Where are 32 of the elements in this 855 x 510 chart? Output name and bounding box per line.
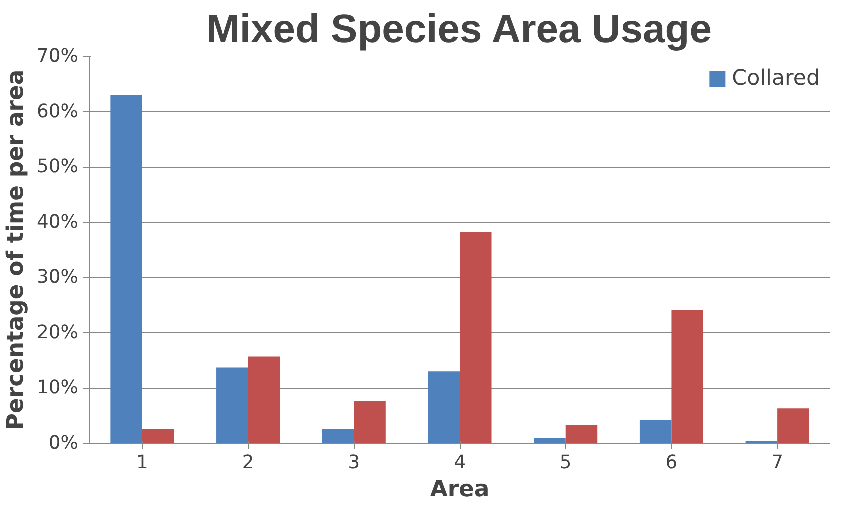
bar [566,425,598,444]
bar [460,232,492,444]
bar [248,356,280,444]
x-tick-label: 6 [666,452,678,474]
bar [428,372,460,444]
y-tick-label: 60% [37,101,78,122]
y-tick-label: 40% [37,212,78,233]
bar [778,408,810,444]
x-tick-label: 1 [136,452,148,474]
y-tick-label: 50% [37,156,78,178]
bar [216,368,248,444]
legend-label: Collared [732,66,820,91]
bar [534,438,566,444]
y-tick-label: 10% [37,378,78,399]
bar [354,401,386,444]
x-tick-label: 7 [772,452,784,474]
x-tick-label: 3 [348,452,360,474]
y-tick-label: 0% [48,433,79,454]
chart-title: Mixed Species Area Usage [206,8,712,52]
x-tick-label: 4 [454,452,466,474]
x-axis-title: Area [430,476,490,502]
bar [142,429,174,444]
x-tick-label: 5 [560,452,572,474]
bar [322,429,354,444]
bar [672,310,704,444]
bar [640,420,672,444]
x-tick-label: 2 [242,452,254,474]
y-tick-label: 30% [37,267,78,288]
bar [110,95,142,444]
y-tick-label: 70% [37,46,78,67]
y-axis-title: Percentage of time per area [3,70,30,430]
y-tick-label: 20% [37,322,78,344]
